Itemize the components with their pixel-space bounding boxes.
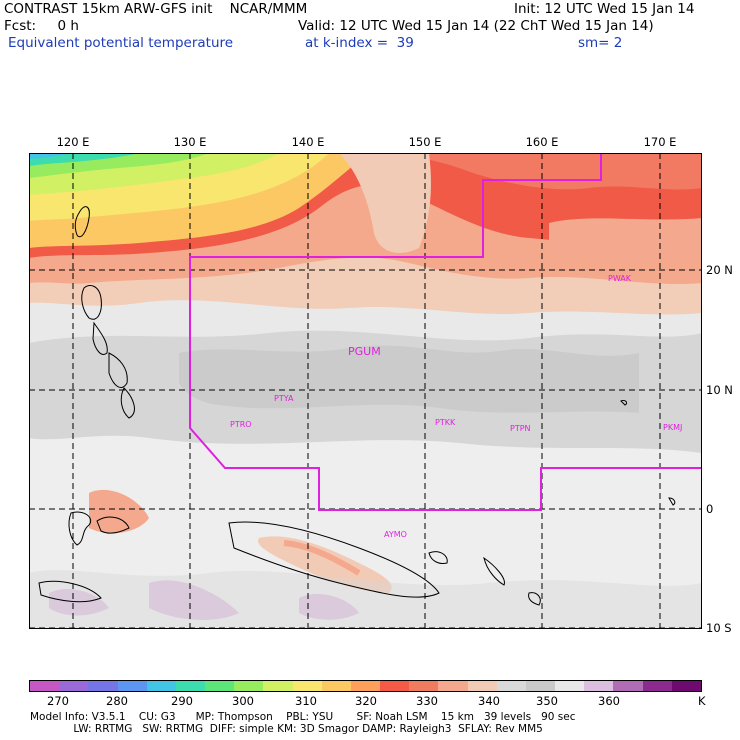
colorbar-swatch xyxy=(88,681,118,691)
colorbar-swatch xyxy=(438,681,468,691)
colorbar-swatch xyxy=(292,681,322,691)
colorbar-label-320: 320 xyxy=(355,694,377,708)
station-aymo: AYMO xyxy=(384,530,407,539)
colorbar-label-360: 360 xyxy=(598,694,620,708)
station-pgum: PGUM xyxy=(348,345,381,358)
colorbar-label-350: 350 xyxy=(536,694,558,708)
colorbar-swatch xyxy=(175,681,206,691)
station-pwak: PWAK xyxy=(608,274,632,283)
colorbar xyxy=(29,680,702,692)
domain-boundary xyxy=(189,153,702,511)
lat-label-equator: 0 xyxy=(706,502,714,516)
map-frame xyxy=(29,153,702,629)
colorbar-label-330: 330 xyxy=(416,694,438,708)
lon-label-150e: 150 E xyxy=(408,135,442,149)
header-line1-left: CONTRAST 15km ARW-GFS init NCAR/MMM xyxy=(4,1,308,17)
smoothing-value: sm= 2 xyxy=(578,35,623,51)
colorbar-swatch xyxy=(117,681,147,691)
colorbar-swatch xyxy=(525,681,556,691)
lon-label-160e: 160 E xyxy=(525,135,559,149)
level-index: at k-index = 39 xyxy=(305,35,414,51)
lat-label-20n: 20 N xyxy=(706,263,733,277)
station-pkmj: PKMJ xyxy=(663,423,682,432)
station-ptpn: PTPN xyxy=(510,424,531,433)
colorbar-swatch xyxy=(59,681,89,691)
colorbar-label-270: 270 xyxy=(47,694,69,708)
colorbar-swatch xyxy=(234,681,264,691)
lat-label-10s: 10 S xyxy=(706,621,732,635)
header-forecast-hour: Fcst: 0 h xyxy=(4,18,79,34)
colorbar-swatch xyxy=(30,681,60,691)
colorbar-swatch xyxy=(380,681,410,691)
model-info-line2: LW: RRTMG SW: RRTMG DIFF: simple KM: 3D … xyxy=(30,723,543,735)
colorbar-swatch xyxy=(205,681,235,691)
colorbar-swatch xyxy=(642,681,672,691)
colorbar-swatch xyxy=(263,681,293,691)
header-valid-time: Valid: 12 UTC Wed 15 Jan 14 (22 ChT Wed … xyxy=(298,18,654,34)
colorbar-label-340: 340 xyxy=(478,694,500,708)
lon-label-170e: 170 E xyxy=(643,135,677,149)
colorbar-swatch xyxy=(321,681,351,691)
colorbar-label-310: 310 xyxy=(295,694,317,708)
colorbar-swatch xyxy=(146,681,176,691)
coastlines xyxy=(38,206,676,606)
lat-label-10n: 10 N xyxy=(706,383,733,397)
colorbar-swatch xyxy=(671,681,701,691)
station-ptro: PTRO xyxy=(230,420,252,429)
colorbar-swatch xyxy=(613,681,643,691)
lon-label-130e: 130 E xyxy=(173,135,207,149)
colorbar-swatch xyxy=(467,681,497,691)
theta-e-map: PWAK PGUM PTYA PTRO PTKK PTPN PKMJ AYMO xyxy=(29,153,702,629)
colorbar-swatch xyxy=(555,681,585,691)
colorbar-label-300: 300 xyxy=(232,694,254,708)
model-info-line1: Model Info: V3.5.1 CU: G3 MP: Thompson P… xyxy=(30,711,576,723)
lon-label-120e: 120 E xyxy=(56,135,90,149)
station-ptkk: PTKK xyxy=(435,418,456,427)
colorbar-swatch xyxy=(496,681,526,691)
colorbar-swatch xyxy=(409,681,439,691)
colorbar-swatch xyxy=(584,681,614,691)
lon-label-140e: 140 E xyxy=(291,135,325,149)
colorbar-label-290: 290 xyxy=(171,694,193,708)
header-init-time: Init: 12 UTC Wed 15 Jan 14 xyxy=(514,1,695,17)
colorbar-unit: K xyxy=(698,694,706,708)
colorbar-label-280: 280 xyxy=(106,694,128,708)
field-name: Equivalent potential temperature xyxy=(8,35,234,51)
colorbar-swatch xyxy=(350,681,381,691)
station-ptya: PTYA xyxy=(274,394,294,403)
